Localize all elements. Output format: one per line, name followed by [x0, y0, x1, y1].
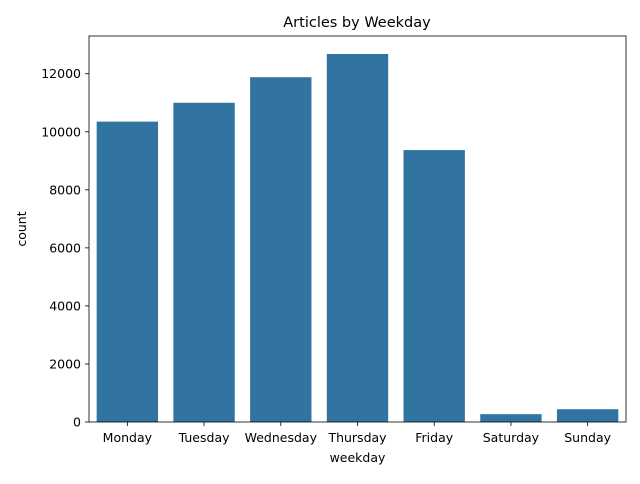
plot-frame [88, 35, 627, 423]
x-tick-label: Monday [103, 430, 153, 445]
bar-friday [403, 150, 465, 422]
y-tick-label: 2000 [49, 356, 81, 371]
y-tick-label: 10000 [41, 124, 81, 139]
bar-saturday [480, 414, 542, 422]
y-tick-label: 6000 [49, 240, 81, 255]
y-axis: 0 2000 4000 6000 8000 10000 12000 [41, 66, 89, 430]
bar-monday [96, 121, 159, 422]
bar-tuesday [173, 102, 235, 422]
y-tick-label: 0 [73, 415, 81, 430]
bar-sunday [556, 409, 619, 422]
x-tick-label: Saturday [483, 430, 540, 445]
chart-title: Articles by Weekday [283, 15, 431, 31]
x-tick-label: Wednesday [245, 430, 318, 445]
x-tick-label: Friday [415, 430, 453, 445]
bar-thursday [326, 53, 389, 422]
x-axis: Monday Tuesday Wednesday Thursday Friday Satu… [103, 422, 612, 445]
bar-wednesday [250, 77, 312, 422]
y-tick-label: 12000 [41, 66, 81, 81]
x-tick-label: Sunday [564, 430, 611, 445]
y-axis-label: count [14, 211, 29, 246]
bars-layer [96, 53, 619, 422]
x-tick-label: Thursday [327, 430, 387, 445]
y-tick-label: 8000 [49, 182, 81, 197]
x-tick-label: Tuesday [178, 430, 230, 445]
y-tick-label: 4000 [49, 298, 81, 313]
x-axis-label: weekday [330, 450, 386, 465]
